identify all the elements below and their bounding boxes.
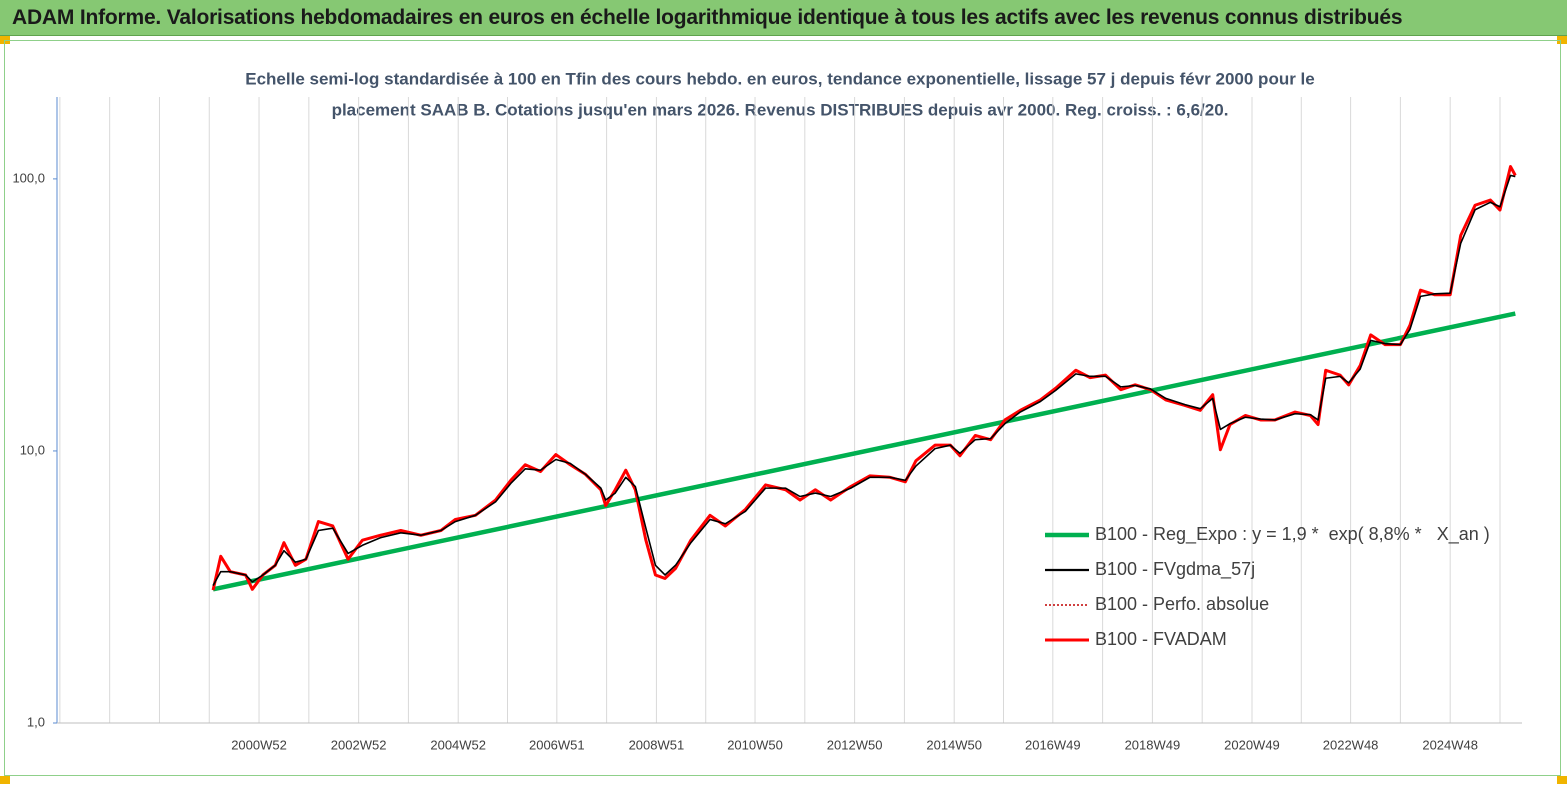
x-tick-label: 2006W51 [529, 737, 585, 752]
chart-title: Echelle semi-log standardisée à 100 en T… [245, 69, 1314, 88]
x-tick-label: 2004W52 [430, 737, 486, 752]
y-tick-label: 1,0 [27, 714, 45, 729]
x-tick-label: 2012W50 [827, 737, 883, 752]
corner-mark [1557, 776, 1567, 784]
x-tick-label: 2018W49 [1125, 737, 1181, 752]
chart-frame [4, 40, 1561, 776]
chart-title: placement SAAB B. Cotations jusqu'en mar… [332, 100, 1229, 119]
header-title: ADAM Informe. Valorisations hebdomadaire… [12, 6, 1403, 29]
legend-label: B100 - FVADAM [1095, 629, 1227, 649]
x-tick-label: 2000W52 [231, 737, 287, 752]
x-tick-label: 2008W51 [629, 737, 685, 752]
series-line [212, 174, 1516, 586]
legend-label: B100 - Reg_Expo : y = 1,9 * exp( 8,8% * … [1095, 524, 1490, 545]
series-line [212, 311, 1516, 592]
x-tick-label: 2010W50 [727, 737, 783, 752]
corner-mark [1557, 36, 1567, 44]
header-bar: ADAM Informe. Valorisations hebdomadaire… [0, 0, 1567, 36]
x-tick-label: 2022W48 [1323, 737, 1379, 752]
x-tick-label: 2014W50 [926, 737, 982, 752]
y-tick-label: 100,0 [12, 170, 45, 185]
x-tick-label: 2024W48 [1422, 737, 1478, 752]
corner-mark [0, 776, 10, 784]
legend-label: B100 - Perfo. absolue [1095, 594, 1269, 614]
x-tick-label: 2002W52 [331, 737, 387, 752]
legend-label: B100 - FVgdma_57j [1095, 559, 1255, 580]
y-tick-label: 10,0 [20, 442, 45, 457]
x-tick-label: 2020W49 [1224, 737, 1280, 752]
x-tick-label: 2016W49 [1025, 737, 1081, 752]
